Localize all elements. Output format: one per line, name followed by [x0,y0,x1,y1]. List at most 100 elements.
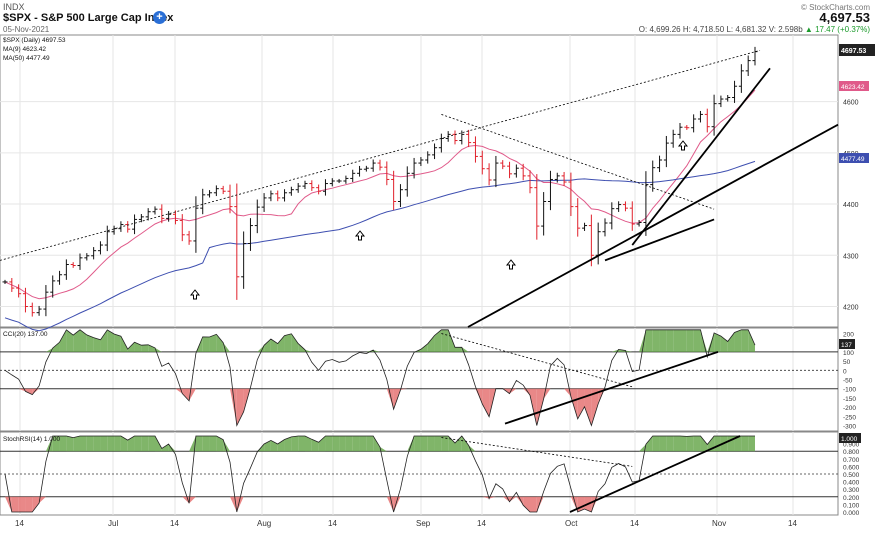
stochrsi-overbought-fill [134,436,142,452]
price-panel [0,34,839,328]
cci-y-tick: -100 [843,387,856,394]
stochrsi-oversold-fill [18,496,26,512]
cci-overbought-fill [611,349,619,352]
stochrsi-oversold-fill [516,496,524,506]
stochrsi-overbought-fill [209,436,217,452]
exchange-label: INDX [3,2,25,12]
stochrsi-overbought-fill [380,447,387,452]
cci-y-tick: -250 [843,414,856,421]
cci-overbought-fill [373,349,380,352]
x-tick-label: Nov [712,519,726,528]
stochrsi-overbought-fill [639,444,646,452]
up-arrow-icon [354,230,366,241]
stochrsi-overbought-fill [420,436,428,452]
x-tick-label: 14 [477,519,486,528]
stochrsi-oversold-fill [236,496,244,512]
cci-overbought-fill [448,329,455,352]
cci-overbought-fill [114,333,121,352]
stochrsi-y-tick: 0.900 [843,442,860,449]
cci-badge-bg [839,339,855,349]
stochrsi-oversold-fill [39,496,46,504]
stochrsi-y-tick: 0.000 [843,510,860,517]
stochrsi-oversold-fill [11,496,19,512]
price-badge: 4697.53 [841,48,866,55]
stochrsi-y-tick: 0.400 [843,480,860,487]
stochrsi-oversold-fill [482,496,490,499]
stochrsi-overbought-fill [127,436,135,452]
add-plus-icon[interactable]: + [153,11,166,24]
cci-overbought-fill [727,332,735,352]
stochrsi-overbought-fill [339,436,346,452]
ma9-badge: 4623.42 [841,84,865,91]
cci-overbought-fill [659,329,667,352]
stochrsi-y-tick: 0.200 [843,495,860,502]
cci-oversold-fill [175,388,183,394]
cci-overbought-fill [107,329,115,352]
stochrsi-overbought-fill [434,436,442,452]
stochrsi-overbought-fill [52,436,60,452]
price-y-tick: 4200 [843,305,859,312]
stochrsi-line [4,435,755,513]
cci-overbought-fill [455,347,462,352]
stochrsi-overbought-fill [318,436,326,452]
cci-overbought-fill [625,350,633,352]
legend-ma50: MA(50) 4477.49 [3,55,50,62]
cci-overbought-fill [714,332,721,352]
price-y-tick: 4600 [843,100,859,107]
cci-overbought-fill [284,333,292,352]
stochrsi-overbought-fill [277,439,285,452]
stochrsi-overbought-fill [686,436,694,452]
stochrsi-overbought-fill [373,436,380,452]
stochrsi-overbought-fill [298,436,305,452]
x-tick-label: Sep [416,519,431,528]
stochrsi-overbought-fill [311,439,319,452]
stochrsi-overbought-fill [455,436,462,452]
cci-overbought-fill [52,342,60,352]
cci-overbought-fill [264,338,271,352]
cci-overbought-fill [257,345,265,352]
stochrsi-overbought-fill [407,436,415,452]
stochrsi-overbought-fill [80,436,87,452]
cci-oversold-fill [400,388,408,390]
stochrsi-y-tick: 0.800 [843,449,860,456]
x-tick-label: Oct [565,519,578,528]
x-tick-label: Aug [257,519,271,528]
stochrsi-rising-trendline [569,435,741,513]
stochrsi-overbought-fill [325,436,333,452]
cci-overbought-fill [86,334,94,352]
ma50-line [4,160,756,332]
price-y-tick: 4400 [843,202,859,209]
cci-overbought-fill [155,347,162,352]
cci-oversold-fill [25,388,33,395]
cci-overbought-fill [680,329,687,352]
stochrsi-overbought-fill [202,436,210,452]
stochrsi-overbought-fill [141,436,149,452]
cci-oversold-fill [182,388,190,401]
stochrsi-overbought-fill [352,436,360,452]
cci-y-tick: -200 [843,405,856,412]
stochrsi-overbought-fill [168,444,176,452]
stochrsi-y-tick: 0.500 [843,472,860,479]
price-badge-bg [839,44,875,56]
cci-overbought-fill [148,344,155,352]
cci-overbought-fill [686,329,694,352]
stochrsi-overbought-fill [673,436,680,452]
rising-trendline-long [467,123,839,328]
cci-overbought-fill [673,329,680,352]
cci-overbought-fill [305,349,312,352]
last-price: 4,697.53 [819,10,870,25]
stochrsi-overbought-fill [189,436,196,452]
ma50-badge-bg [839,153,869,163]
cci-overbought-fill [645,329,653,352]
cci-overbought-fill [741,329,749,352]
stochrsi-overbought-fill [714,436,721,452]
stochrsi-overbought-fill [66,436,74,452]
stochrsi-oversold-fill [393,496,401,512]
open-value: O: 4,699.26 [638,25,681,34]
cci-overbought-fill [434,329,442,352]
stochrsi-y-tick: 0.600 [843,464,860,471]
stochrsi-overbought-fill [700,436,708,452]
stochrsi-overbought-fill [305,436,312,452]
cci-oversold-fill [591,388,599,426]
high-value: H: 4,718.50 [682,25,725,34]
